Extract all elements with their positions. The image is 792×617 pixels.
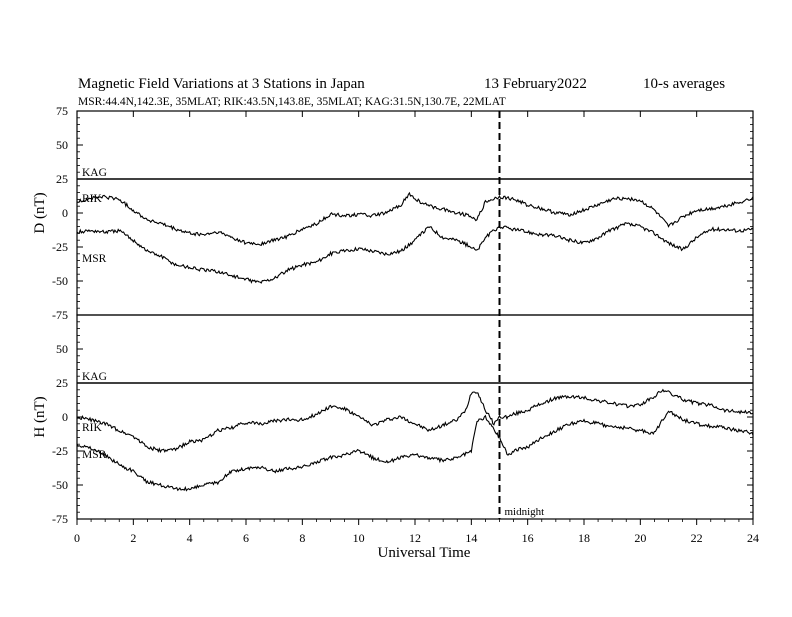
y-tick-label: -75 (52, 512, 68, 526)
chart-averaging: 10-s averages (643, 76, 725, 92)
chart-date: 13 February2022 (484, 76, 587, 92)
x-tick-label: 24 (747, 531, 759, 545)
series-label-msr: MSR (82, 449, 107, 461)
y-tick-label: 50 (56, 138, 68, 152)
axis-ticks: 0 2 4 6 8 10 12 14 16 18 20 22 247550250-25-50-75502… (52, 104, 759, 545)
x-tick-label: 14 (465, 531, 477, 545)
series-line-rik (76, 191, 754, 247)
x-tick-label: 16 (522, 531, 534, 545)
y-tick-label: 50 (56, 342, 68, 356)
x-tick-label: 18 (578, 531, 590, 545)
series-line-msr (76, 410, 754, 492)
h-panel-frame (76, 314, 754, 520)
y-tick-label: 25 (56, 172, 68, 186)
series-label-msr: MSR (82, 253, 107, 265)
y-tick-label: -50 (52, 274, 68, 288)
x-tick-label: 20 (634, 531, 646, 545)
x-tick-label: 22 (691, 531, 703, 545)
chart-title: Magnetic Field Variations at 3 Stations … (78, 76, 365, 92)
x-tick-label: 6 (243, 531, 249, 545)
series-label-rik: RIK (82, 193, 103, 205)
series-label-rik: RIK (82, 422, 103, 434)
data-series: KAG RIK MSR KAG RIK MSR (76, 167, 754, 492)
h-panel-ylabel: H (nT) (32, 396, 48, 437)
midnight-marker-group: midnight (498, 111, 545, 519)
y-tick-label: -50 (52, 478, 68, 492)
x-axis-label: Universal Time (378, 545, 471, 561)
series-line-rik (76, 388, 754, 454)
midnight-label: midnight (505, 506, 545, 518)
y-tick-label: 0 (62, 410, 68, 424)
series-label-kag: KAG (82, 371, 107, 383)
y-tick-label: -25 (52, 444, 68, 458)
y-tick-label: 0 (62, 206, 68, 220)
x-tick-label: 0 (74, 531, 80, 545)
x-tick-label: 10 (353, 531, 365, 545)
d-panel-frame (76, 110, 754, 316)
y-tick-label: 75 (56, 104, 68, 118)
series-line-msr (76, 222, 754, 284)
series-label-kag: KAG (82, 167, 107, 179)
y-tick-label: -25 (52, 240, 68, 254)
chart-subtitle: MSR:44.4N,142.3E, 35MLAT; RIK:43.5N,143.… (78, 96, 506, 108)
x-tick-label: 8 (299, 531, 305, 545)
y-tick-label: 25 (56, 376, 68, 390)
x-tick-label: 2 (130, 531, 136, 545)
y-tick-label: -75 (52, 308, 68, 322)
x-tick-label: 12 (409, 531, 421, 545)
x-tick-label: 4 (187, 531, 193, 545)
d-panel-ylabel: D (nT) (32, 192, 48, 233)
